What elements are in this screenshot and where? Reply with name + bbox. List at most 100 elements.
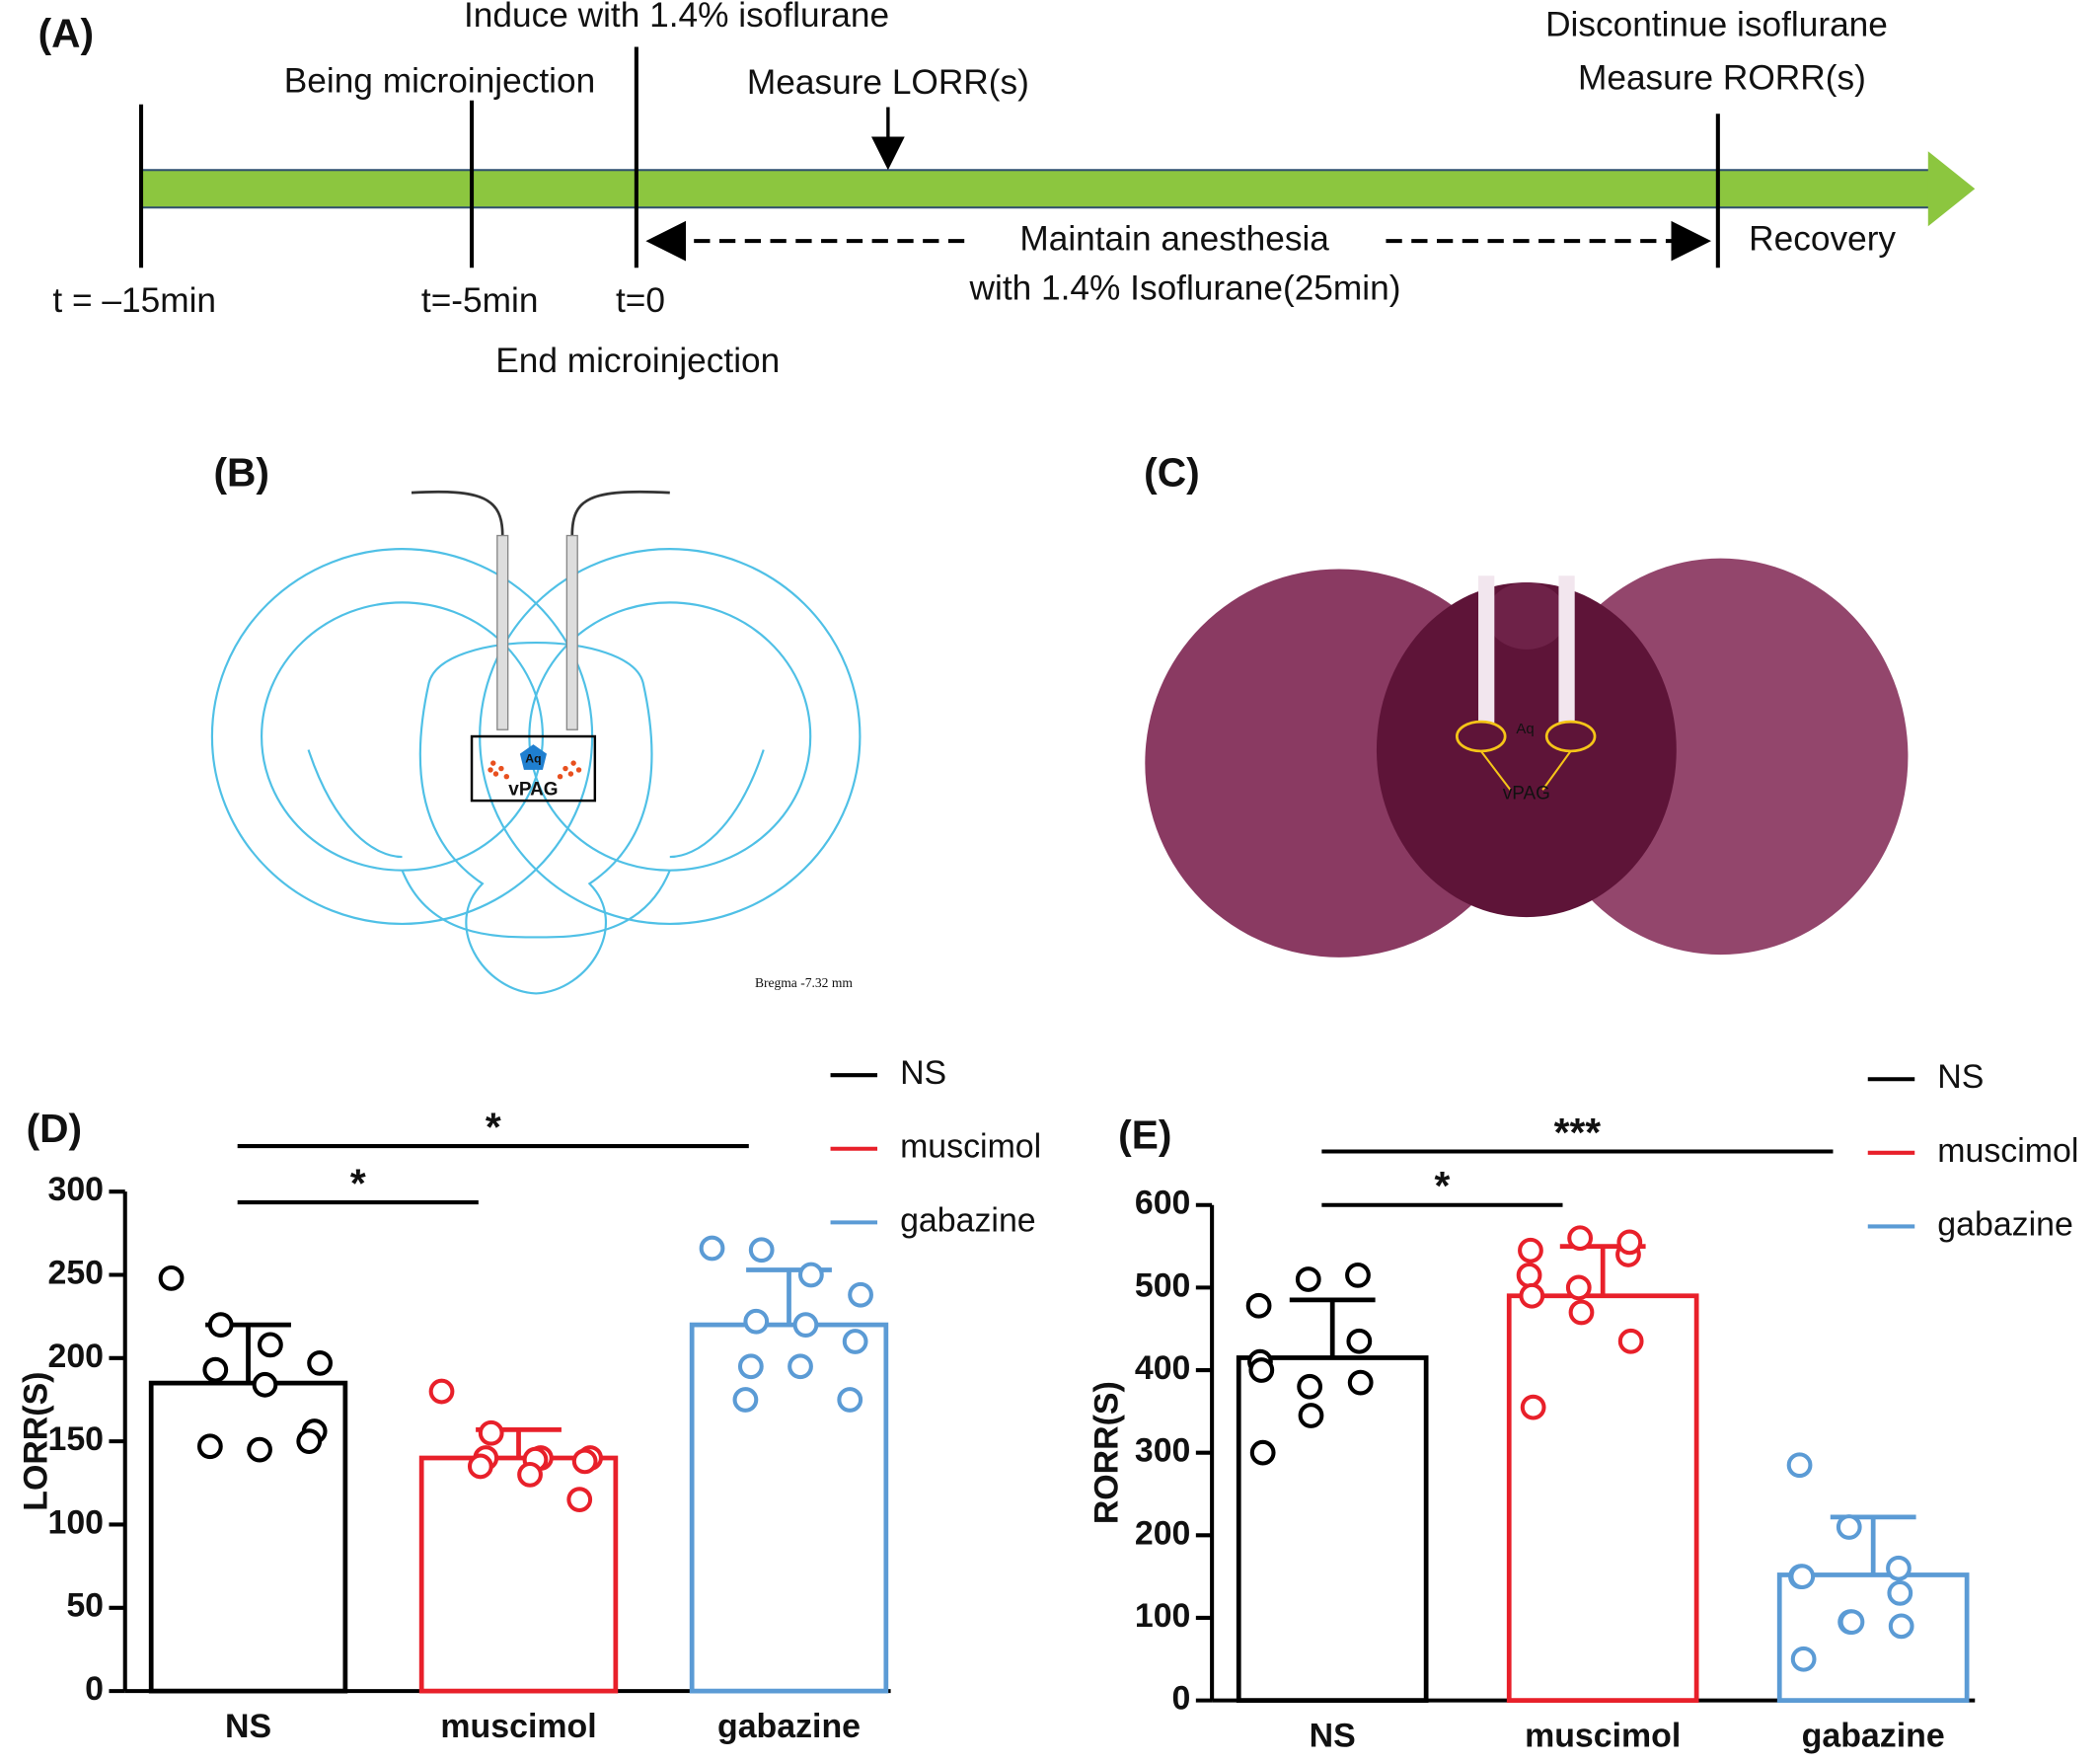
panel-label: (A) <box>38 10 94 55</box>
data-point <box>1346 1328 1373 1354</box>
data-point <box>1519 1282 1545 1309</box>
data-point <box>296 1428 323 1455</box>
y-tick-label: 200 <box>47 1338 104 1375</box>
timeline-bar <box>139 169 1933 209</box>
bar <box>689 1322 889 1694</box>
data-point <box>1516 1262 1542 1288</box>
data-point <box>158 1264 185 1291</box>
data-point <box>252 1371 278 1398</box>
data-point <box>699 1235 725 1262</box>
atlas-diagram <box>210 548 862 995</box>
histology: Aq vPAG (C) <box>1144 449 1909 958</box>
y-axis-label: LORR(S) <box>18 1372 55 1511</box>
data-point <box>737 1353 764 1380</box>
probe <box>570 490 670 730</box>
y-tick-label: 50 <box>66 1587 104 1625</box>
data-point <box>798 1262 824 1288</box>
event-label: Discontinue isoflurane <box>1545 5 1888 43</box>
outline <box>401 870 671 939</box>
data-point <box>748 1237 775 1264</box>
bregma-label: Bregma -7.32 mm <box>755 975 853 990</box>
data-point <box>1295 1266 1321 1292</box>
data-point <box>1567 1225 1594 1252</box>
legend-label: NS <box>1937 1058 1984 1096</box>
outline <box>307 749 765 859</box>
y-tick-label: 100 <box>1135 1597 1191 1635</box>
event-label: End microinjection <box>495 342 780 380</box>
data-point <box>566 1487 593 1513</box>
data-point <box>1887 1579 1913 1606</box>
error-bar <box>1289 1297 1376 1358</box>
y-tick-label: 600 <box>1135 1185 1191 1222</box>
data-point <box>1520 1394 1546 1420</box>
data-point <box>743 1308 770 1335</box>
data-point <box>1245 1292 1272 1319</box>
region-box <box>470 734 597 803</box>
data-point <box>1249 1439 1276 1466</box>
x-tick-label: NS <box>225 1708 271 1745</box>
data-point <box>1345 1262 1371 1288</box>
data-point <box>428 1378 455 1405</box>
y-tick-label: 300 <box>47 1171 104 1208</box>
y-tick-label: 0 <box>85 1670 104 1708</box>
event-label: Maintain anesthesia <box>1019 219 1329 258</box>
event-label: Induce with 1.4% isoflurane <box>464 0 889 35</box>
event-label: with 1.4% Isoflurane(25min) <box>969 269 1401 308</box>
aqueduct <box>519 744 547 770</box>
data-point <box>792 1312 819 1338</box>
y-tick-label: 200 <box>1135 1514 1191 1552</box>
significance-label: * <box>1434 1163 1450 1208</box>
tissue <box>1486 582 1567 650</box>
data-point <box>517 1461 543 1488</box>
data-point <box>196 1433 223 1460</box>
timeline-arrow <box>1927 151 1976 227</box>
track <box>1478 575 1495 724</box>
event-label: Recovery <box>1749 219 1896 258</box>
data-point <box>478 1419 504 1446</box>
pointer <box>1479 750 1572 791</box>
injection-dots <box>488 760 582 780</box>
event-label: Measure LORR(s) <box>747 63 1029 102</box>
data-point <box>247 1436 272 1463</box>
legend-label: NS <box>900 1054 946 1092</box>
y-tick-label: 0 <box>1172 1680 1191 1718</box>
data-point <box>1347 1369 1374 1396</box>
y-tick-label: 100 <box>47 1503 104 1541</box>
significance-label: *** <box>1554 1110 1602 1155</box>
x-tick-label: NS <box>1310 1718 1356 1755</box>
data-point <box>1565 1274 1592 1301</box>
data-point <box>1886 1555 1912 1581</box>
time-label: t=0 <box>616 281 665 320</box>
data-point <box>1888 1613 1914 1640</box>
timeline: (A) Induce with 1.4% isoflurane Being mi… <box>38 0 1976 380</box>
x-tick-label: gabazine <box>1802 1718 1945 1755</box>
y-tick-label: 150 <box>47 1420 104 1458</box>
event-label: Measure RORR(s) <box>1578 59 1866 98</box>
significance-label: * <box>350 1161 366 1206</box>
panel-label: (B) <box>214 449 269 495</box>
y-axis-label: RORR(S) <box>1088 1381 1126 1524</box>
legend-label: muscimol <box>1937 1132 2078 1170</box>
probes: Aq vPAG Bregma -7.32 mm (B) <box>214 449 854 990</box>
data-point <box>1518 1237 1543 1264</box>
data-point <box>837 1387 863 1413</box>
significance-label: * <box>486 1105 501 1150</box>
data-point <box>571 1448 598 1475</box>
data-point <box>467 1453 493 1480</box>
data-point <box>307 1349 333 1376</box>
tissue <box>1376 582 1677 918</box>
data-point <box>1248 1357 1275 1383</box>
data-point <box>1298 1403 1324 1428</box>
aq-label: Aq <box>1516 721 1534 737</box>
panel-label: (D) <box>27 1106 82 1151</box>
cannula <box>496 534 509 730</box>
data-point <box>1838 1609 1865 1636</box>
data-point <box>842 1329 868 1354</box>
y-tick-label: 300 <box>1135 1432 1191 1470</box>
panel-label: (C) <box>1144 449 1199 495</box>
data-point <box>258 1332 283 1358</box>
y-tick-label: 250 <box>47 1254 104 1291</box>
bar <box>1776 1572 1970 1703</box>
region-label: vPAG <box>508 779 558 800</box>
